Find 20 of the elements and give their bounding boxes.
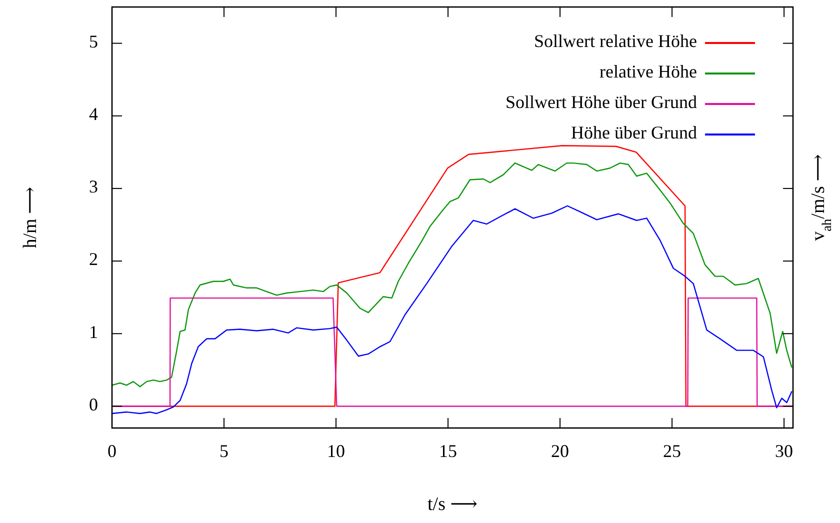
y-tick-label: 2	[89, 249, 98, 270]
x-tick-label: 20	[551, 441, 570, 461]
legend-label: Höhe über Grund	[571, 122, 697, 143]
legend-label: Sollwert Höhe über Grund	[506, 92, 697, 112]
y-tick-label: 5	[89, 31, 98, 52]
x-axis-title: t/s ⟶	[428, 494, 478, 515]
x-tick-label: 25	[663, 441, 682, 461]
y-tick-label: 0	[89, 394, 98, 414]
x-tick-label: 15	[439, 441, 458, 461]
y-tick-label: 1	[89, 322, 98, 342]
x-tick-label: 0	[108, 441, 116, 461]
y-tick-label: 3	[89, 176, 98, 197]
x-tick-label: 5	[220, 441, 229, 461]
x-tick-label: 10	[327, 441, 346, 461]
y-tick-label: 4	[89, 104, 98, 124]
line-series	[111, 205, 792, 414]
legend-label: Sollwert relative Höhe	[534, 31, 698, 52]
legend-label: relative Höhe	[600, 62, 698, 82]
x-tick-label: 30	[775, 441, 794, 461]
y-axis-title: h/m ⟶	[20, 186, 42, 248]
